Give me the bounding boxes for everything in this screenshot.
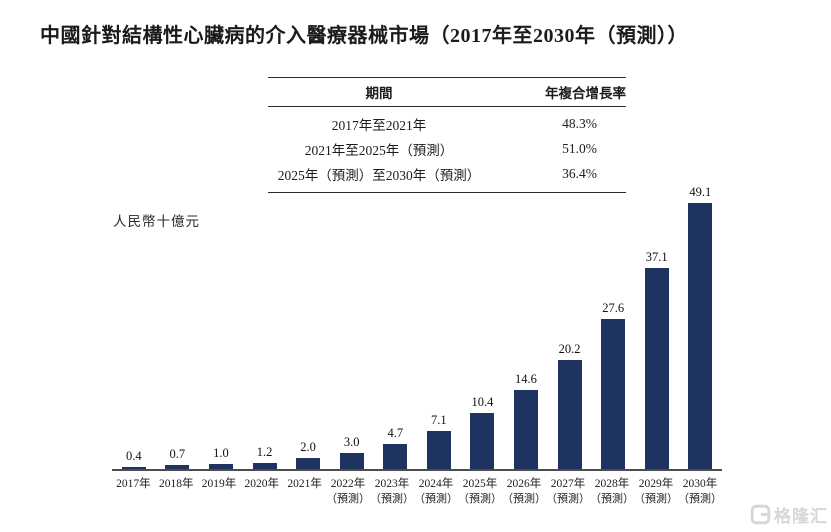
x-axis-label: 2028年 （預測） xyxy=(589,478,634,505)
cagr-table-body: 2017年至2021年 48.3% 2021年至2025年（預測） 51.0% … xyxy=(268,107,626,192)
x-axis-label: 2025年 （預測） xyxy=(457,478,502,505)
bar-chart: 0.4 0.7 1.0 1.2 2.0 3.0 4.7 7.1 10.4 14.6 20.2 27.6… xyxy=(112,185,722,506)
table-cell-period: 2017年至2021年 xyxy=(331,117,427,133)
x-axis-label: 2030年 （預測） xyxy=(677,478,722,505)
cagr-table-header-row: 期間 年複合增長率 xyxy=(268,78,626,107)
bar-column: 37.1 xyxy=(635,250,679,469)
bar xyxy=(252,462,277,469)
bar xyxy=(383,443,408,469)
x-axis-label: 2024年 （預測） xyxy=(413,478,458,505)
bar-column: 0.4 xyxy=(112,449,156,469)
x-axis-label: 2029年 （預測） xyxy=(633,478,678,505)
bar-value-label: 27.6 xyxy=(602,301,625,316)
x-axis-label: 2026年 （預測） xyxy=(501,478,546,505)
bar xyxy=(601,319,626,469)
bar-value-label: 0.4 xyxy=(125,448,142,463)
bar-value-label: 37.1 xyxy=(645,250,668,265)
chart-plot-area: 0.4 0.7 1.0 1.2 2.0 3.0 4.7 7.1 10.4 14.6 20.2 27.6… xyxy=(112,185,722,471)
bar-column: 27.6 xyxy=(591,301,635,469)
table-row: 2025年（預測）至2030年（預測） 36.4% xyxy=(268,161,626,186)
x-axis-label: 2017年 xyxy=(116,478,151,490)
bar-value-label: 14.6 xyxy=(515,371,537,386)
bar-column: 3.0 xyxy=(330,435,374,469)
table-row: 2021年至2025年（預測） 51.0% xyxy=(268,136,626,161)
x-axis-label: 2021年 xyxy=(287,478,322,490)
bar-column: 49.1 xyxy=(679,185,723,469)
x-axis-label: 2019年 xyxy=(201,478,237,490)
bar-column: 0.7 xyxy=(156,447,200,469)
bar xyxy=(513,389,538,469)
bar xyxy=(208,463,233,469)
bar xyxy=(688,203,713,469)
bar xyxy=(470,412,495,469)
bar-column: 1.2 xyxy=(243,444,287,469)
bar-value-label: 0.7 xyxy=(169,447,186,462)
table-cell-period: 2021年至2025年（預測） xyxy=(304,142,454,158)
bar-column: 20.2 xyxy=(548,342,592,469)
bar xyxy=(557,359,582,469)
bar-column: 7.1 xyxy=(417,413,461,469)
bar-column: 14.6 xyxy=(504,372,548,469)
bar-value-label: 3.0 xyxy=(343,434,360,449)
table-cell-cagr: 51.0% xyxy=(562,140,597,156)
x-axis-label: 2020年 xyxy=(244,478,280,490)
table-row: 2017年至2021年 48.3% xyxy=(268,111,626,136)
bar-column: 2.0 xyxy=(286,440,330,469)
bar xyxy=(165,465,190,469)
bar-column: 10.4 xyxy=(461,395,505,469)
gelonghui-logo-icon xyxy=(750,504,771,525)
bar-value-label: 10.4 xyxy=(471,394,494,409)
x-axis-label: 2018年 xyxy=(158,478,194,490)
bar-value-label: 7.1 xyxy=(431,412,447,427)
cagr-table: 期間 年複合增長率 2017年至2021年 48.3% 2021年至2025年（… xyxy=(268,77,626,193)
bar-value-label: 1.2 xyxy=(256,444,273,459)
bar xyxy=(644,268,669,469)
table-cell-period: 2025年（預測）至2030年（預測） xyxy=(277,167,481,183)
bar-value-label: 20.2 xyxy=(558,341,581,356)
x-axis-label: 2023年 （預測） xyxy=(369,478,414,505)
cagr-table-header-cagr: 年複合增長率 xyxy=(544,86,626,101)
watermark-text: 格隆汇 xyxy=(774,507,828,526)
table-cell-cagr: 36.4% xyxy=(562,165,597,181)
bar-value-label: 1.0 xyxy=(213,445,229,460)
bar-value-label: 49.1 xyxy=(689,185,712,199)
cagr-table-header-period: 期間 xyxy=(365,86,393,101)
bar-column: 4.7 xyxy=(373,426,417,469)
watermark: 格隆汇 xyxy=(750,502,828,527)
bar xyxy=(339,452,364,469)
bar-value-label: 4.7 xyxy=(387,425,404,440)
bar xyxy=(121,466,146,469)
x-axis-label: 2022年 （預測） xyxy=(325,478,370,505)
chart-x-axis-labels: 2017年 2018年 2019年 2020年 2021年 2022年 （預測） 2023年（… xyxy=(112,471,722,506)
bar xyxy=(296,458,321,469)
y-axis-unit-label: 人民幣十億元 xyxy=(113,214,200,229)
page-title: 中國針對結構性心臟病的介入醫療器械市場（2017年至2030年（預測）） xyxy=(40,25,688,47)
x-axis-label: 2027年 （預測） xyxy=(545,478,590,505)
bar-column: 1.0 xyxy=(199,446,243,469)
bar-value-label: 2.0 xyxy=(300,440,316,455)
bar xyxy=(426,430,451,469)
table-cell-cagr: 48.3% xyxy=(562,115,597,131)
